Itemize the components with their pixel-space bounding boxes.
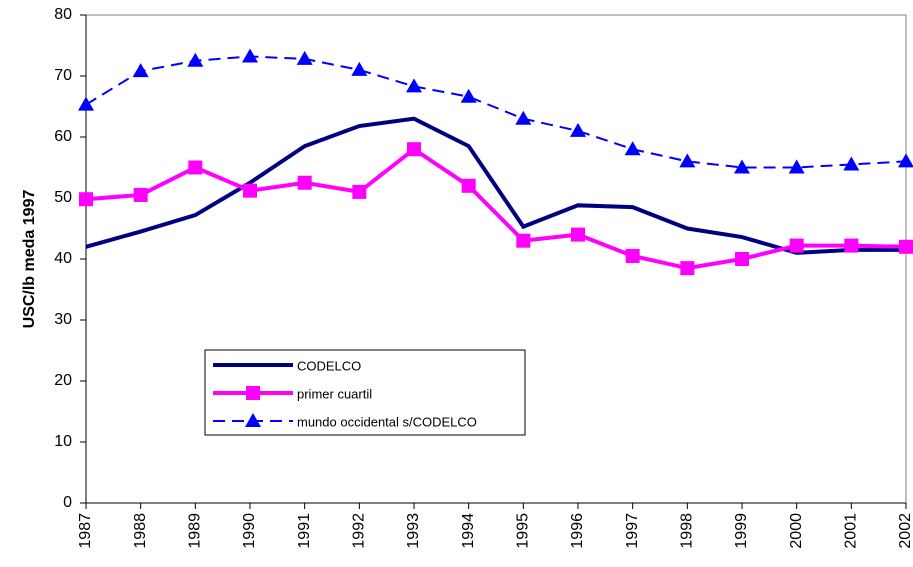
marker-square — [516, 233, 531, 248]
marker-triangle — [843, 156, 860, 171]
legend-label: mundo occidental s/CODELCO — [297, 414, 477, 429]
series-line — [85, 146, 907, 271]
marker-triangle — [296, 50, 313, 65]
x-tick-label: 1999 — [733, 513, 750, 549]
marker-triangle — [898, 153, 913, 168]
marker-square — [461, 178, 476, 193]
x-tick-label: 1987 — [77, 513, 94, 549]
y-tick-label: 50 — [54, 189, 72, 206]
marker-triangle — [515, 110, 532, 125]
x-tick-label: 1988 — [132, 513, 149, 549]
marker-square — [79, 192, 93, 207]
legend-label: CODELCO — [297, 358, 361, 373]
y-tick-label: 20 — [54, 372, 72, 389]
y-tick-label: 80 — [54, 6, 72, 23]
x-tick-label: 1990 — [241, 513, 258, 549]
marker-triangle — [242, 48, 258, 63]
marker-triangle — [788, 159, 805, 174]
y-tick-label: 10 — [54, 433, 72, 450]
x-tick-label: 1992 — [351, 513, 368, 549]
x-tick-label: 1993 — [405, 513, 422, 549]
marker-triangle — [187, 52, 204, 67]
marker-square — [133, 187, 148, 202]
marker-triangle — [132, 63, 149, 78]
series-line — [85, 55, 907, 169]
marker-square — [844, 238, 859, 253]
marker-square — [899, 239, 913, 254]
y-tick-label: 40 — [54, 250, 72, 267]
y-tick-label: 70 — [54, 67, 72, 84]
x-tick-label: 1997 — [624, 513, 641, 549]
y-tick-label: 0 — [63, 494, 72, 511]
legend-label: primer cuartil — [297, 386, 372, 401]
marker-triangle — [624, 141, 641, 156]
y-tick-label: 30 — [54, 311, 72, 328]
y-tick-label: 60 — [54, 128, 72, 145]
x-tick-label: 2000 — [788, 513, 805, 549]
marker-triangle — [78, 96, 94, 111]
x-tick-label: 1989 — [187, 513, 204, 549]
marker-triangle — [460, 88, 477, 103]
series-line — [85, 116, 906, 255]
marker-square — [625, 248, 640, 263]
legend-marker — [246, 386, 260, 400]
marker-square — [407, 142, 421, 157]
marker-triangle — [351, 61, 368, 76]
x-tick-label: 2002 — [897, 513, 913, 549]
x-tick-label: 1994 — [460, 513, 477, 549]
marker-square — [352, 184, 367, 199]
x-tick-label: 1998 — [679, 513, 696, 549]
x-tick-label: 1996 — [569, 513, 586, 549]
y-axis-label: USC/lb meda 1997 — [21, 190, 38, 329]
marker-triangle — [570, 122, 586, 137]
marker-square — [297, 175, 312, 190]
marker-triangle — [679, 153, 696, 168]
marker-square — [571, 227, 585, 242]
marker-square — [789, 238, 804, 253]
marker-square — [188, 160, 203, 175]
marker-square — [735, 252, 749, 266]
marker-triangle — [406, 78, 422, 93]
marker-square — [243, 183, 257, 198]
x-tick-label: 1995 — [515, 513, 532, 549]
marker-triangle — [734, 159, 750, 174]
legend-marker — [245, 413, 261, 427]
marker-square — [680, 261, 695, 276]
x-tick-label: 1991 — [296, 513, 313, 549]
x-tick-label: 2001 — [843, 513, 860, 549]
